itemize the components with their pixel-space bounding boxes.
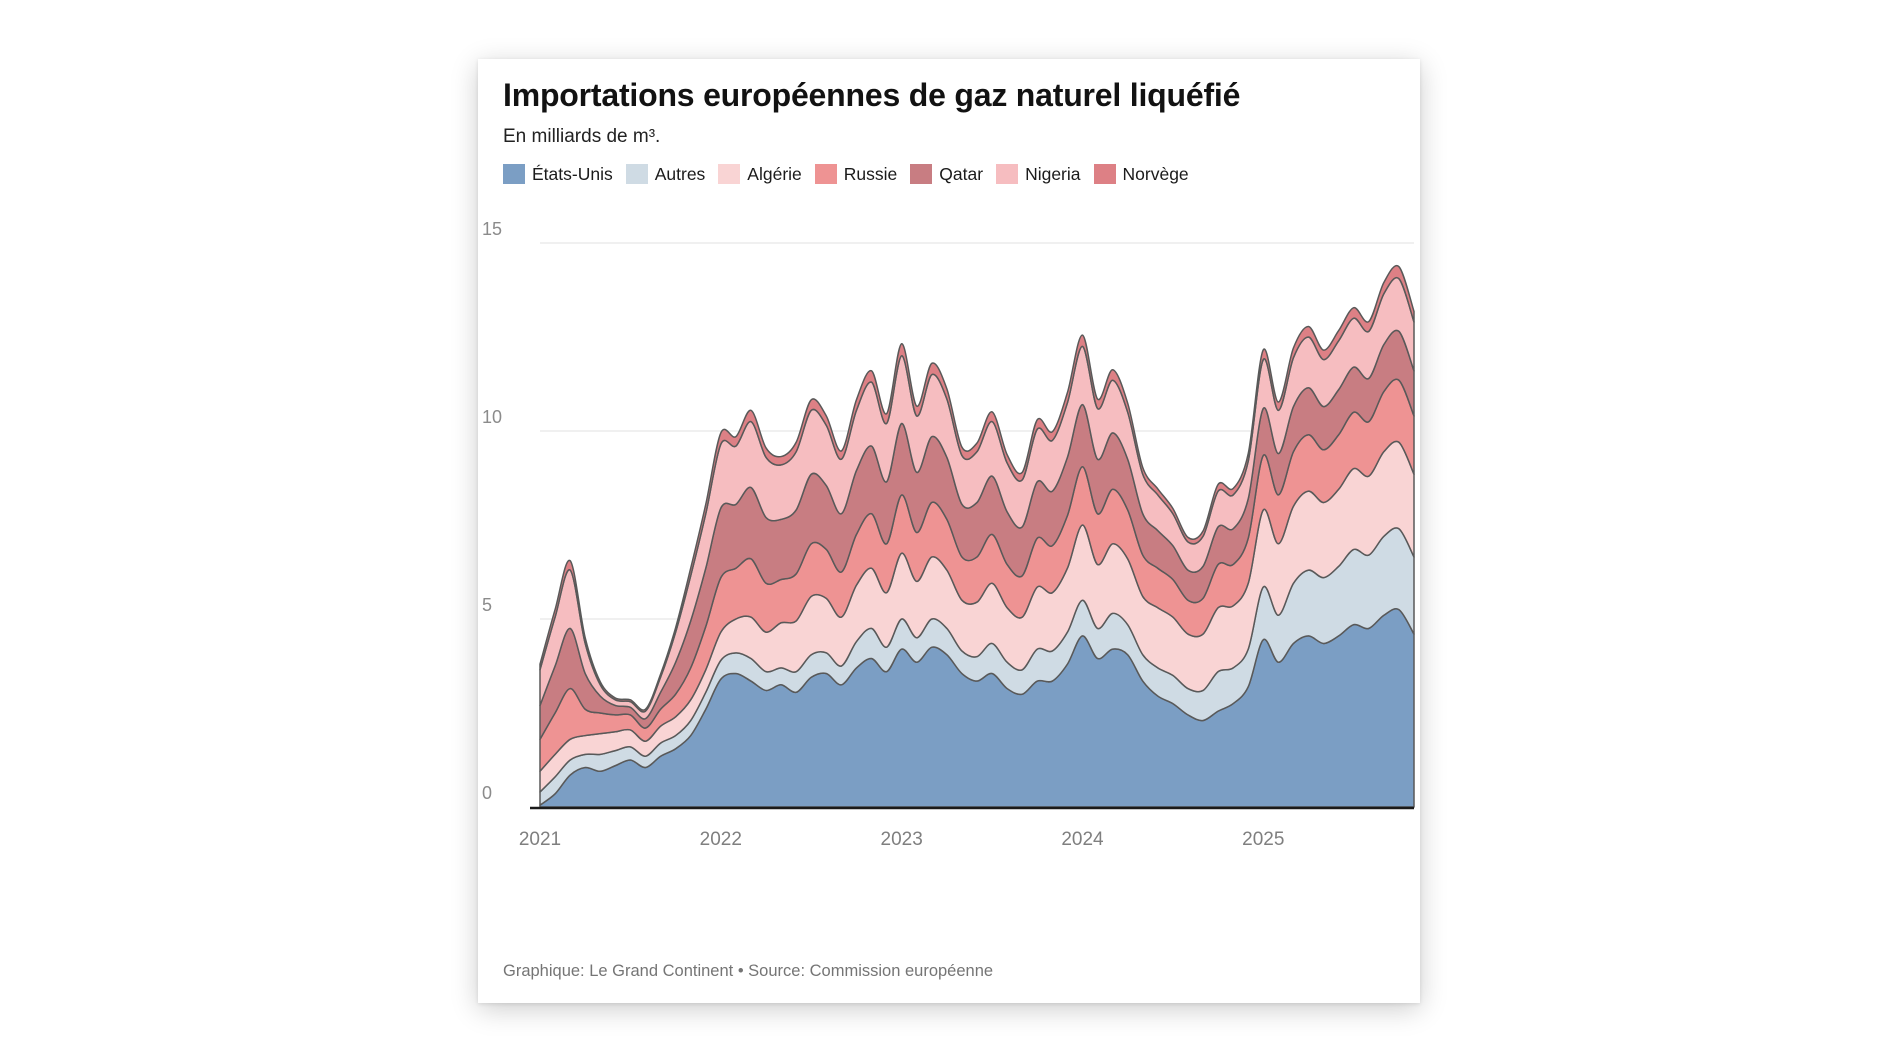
legend-label: Algérie [747,164,802,184]
stacked-area-chart: 0 5 10 15 2021 2022 2023 2024 2025 [482,219,1415,850]
x-axis-labels: 2021 2022 2023 2024 2025 [519,829,1285,850]
legend-swatch-icon [718,164,741,184]
chart-card-inner: Importations européennes de gaz naturel … [478,59,1420,1003]
legend-swatch-icon [814,164,837,184]
chart-subtitle: En milliards de m³. [503,126,661,147]
x-tick-label: 2025 [1242,829,1284,850]
chart-plot-area: 0 5 10 15 2021 2022 2023 2024 2025 [478,207,1420,927]
y-tick-label: 15 [482,219,502,239]
y-tick-label: 0 [482,783,492,803]
x-tick-label: 2023 [881,829,923,850]
legend-item-nigeria[interactable]: Nigeria [996,164,1081,184]
chart-card: Importations européennes de gaz naturel … [478,59,1420,1003]
legend-swatch-icon [910,164,933,184]
x-tick-label: 2021 [519,829,561,850]
areas-group [539,264,1415,808]
x-tick-label: 2024 [1061,829,1104,850]
page-title: Importations européennes de gaz naturel … [503,77,1241,113]
legend-item-qatar[interactable]: Qatar [910,164,983,184]
chart-legend: États-Unis Autres Algérie Russie Qatar Nigeri… [503,164,1202,184]
legend-swatch-icon [625,164,648,184]
y-axis-labels: 0 5 10 15 [482,219,502,803]
legend-label: Russie [843,164,898,184]
legend-swatch-icon [503,164,525,184]
x-tick-label: 2022 [700,829,742,850]
chart-footer-credit: Graphique: Le Grand Continent • Source: … [503,962,994,980]
legend-label: Norvège [1122,164,1189,184]
legend-swatch-icon [996,164,1019,184]
legend-label: Qatar [939,164,984,184]
legend-item-alg-rie[interactable]: Algérie [718,164,802,184]
legend-item-autres[interactable]: Autres [625,164,706,184]
legend-item--tats-unis[interactable]: États-Unis [503,164,613,184]
legend-item-norv-ge[interactable]: Norvège [1093,164,1189,184]
legend-swatch-icon [1093,164,1116,184]
legend-label: États-Unis [532,164,613,184]
area-band-norv-ge[interactable] [539,264,1415,713]
legend-label: Autres [654,164,706,184]
legend-label: Nigeria [1025,164,1081,184]
y-tick-label: 5 [482,595,492,615]
y-tick-label: 10 [482,407,502,427]
legend-item-russie[interactable]: Russie [814,164,898,184]
